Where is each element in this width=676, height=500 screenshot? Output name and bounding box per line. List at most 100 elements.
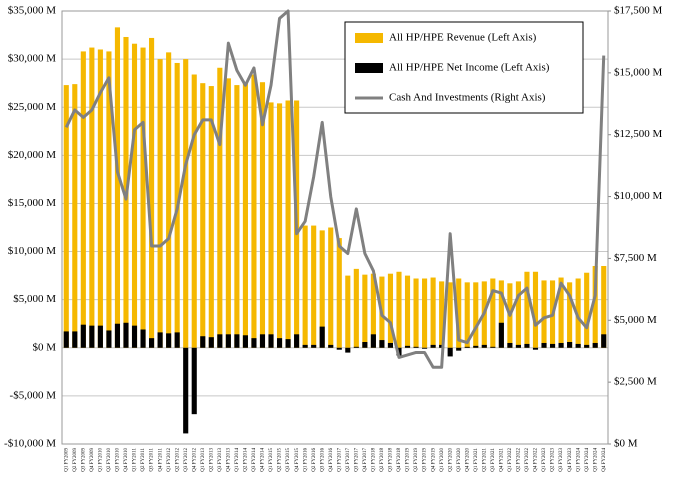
bar	[268, 334, 274, 348]
bar	[234, 334, 240, 348]
bar	[430, 344, 436, 348]
bar	[311, 225, 317, 348]
bar	[345, 275, 351, 348]
bar	[370, 334, 376, 348]
bar	[276, 103, 283, 348]
y-tick-label: $30,000 M	[8, 53, 57, 65]
bar	[225, 78, 231, 348]
x-tick-label: Q2 FY2021	[482, 448, 487, 472]
bar	[217, 67, 223, 348]
bar	[234, 85, 240, 348]
x-tick-label: Q4 FY2019	[431, 448, 436, 472]
bar	[362, 274, 368, 348]
y-tick-label: $10,000 M	[8, 245, 57, 257]
bar	[592, 265, 598, 348]
x-tick-label: Q2 FY2012	[175, 448, 180, 472]
x-tick-label: Q1 FY2023	[542, 448, 547, 472]
bar	[319, 326, 325, 348]
bar	[473, 345, 479, 348]
bar	[370, 273, 376, 348]
bar	[294, 334, 300, 348]
x-tick-label: Q3 FY2009	[81, 448, 86, 472]
y2-tick-label: $0 M	[614, 438, 638, 450]
x-tick-label: Q2 FY2009	[73, 448, 78, 472]
x-tick-label: Q3 FY2017	[354, 448, 359, 472]
bar	[430, 277, 436, 348]
bar	[311, 344, 317, 348]
y-tick-label: $0 M	[32, 341, 56, 353]
y-tick-label: -$10,000 M	[4, 438, 56, 450]
bar	[251, 338, 257, 348]
bar	[123, 322, 129, 348]
bar	[601, 265, 607, 348]
x-tick-label: Q4 FY2010	[124, 448, 129, 472]
bar	[80, 324, 86, 348]
y-tick-label: $5,000 M	[13, 293, 56, 305]
y-tick-label: $15,000 M	[8, 197, 57, 209]
x-tick-label: Q4 FY2014	[261, 448, 266, 472]
x-tick-label: Q1 FY2010	[99, 448, 104, 472]
bar	[166, 52, 172, 348]
bar	[131, 43, 138, 348]
x-tick-label: Q2 FY2020	[448, 448, 453, 472]
bar	[498, 322, 504, 348]
bar	[242, 83, 248, 348]
bar	[515, 344, 521, 348]
y2-tick-label: $15,000 M	[614, 66, 663, 78]
bar	[89, 325, 95, 348]
x-tick-label: Q3 FY2015	[286, 448, 291, 472]
x-tick-label: Q2 FY2010	[107, 448, 112, 472]
bar	[532, 271, 539, 348]
bar	[404, 275, 411, 348]
bar	[567, 342, 573, 348]
x-tick-label: Q4 FY2015	[295, 448, 300, 472]
x-tick-label: Q4 FY2012	[192, 448, 197, 472]
bar	[106, 51, 112, 348]
x-tick-label: Q4 FY2016	[329, 448, 334, 472]
bar	[413, 346, 419, 348]
x-tick-label: Q1 FY2012	[167, 448, 172, 472]
bar	[63, 85, 69, 348]
x-tick-label: Q2 FY2024	[585, 448, 590, 472]
bar	[345, 347, 351, 353]
x-tick-label: Q3 FY2020	[457, 448, 462, 472]
bar	[208, 86, 214, 348]
bar	[387, 342, 394, 348]
line	[64, 9, 606, 369]
legend-label: All HP/HPE Net Income (Left Axis)	[389, 62, 550, 74]
x-tick-label: Q4 FY2024	[602, 448, 607, 472]
bar	[63, 331, 69, 348]
bar	[302, 225, 308, 348]
x-tick-label: Q1 FY2013	[201, 448, 206, 472]
x-tick-label: Q1 FY2014	[235, 448, 240, 472]
bar	[89, 47, 95, 348]
bar	[140, 47, 146, 348]
y2-tick-label: $10,000 M	[614, 190, 663, 202]
bar	[106, 330, 112, 348]
bar	[387, 273, 394, 348]
bar	[157, 332, 163, 348]
bar	[140, 329, 146, 348]
x-tick-label: Q2 FY2016	[312, 448, 317, 472]
bar	[575, 278, 581, 348]
bar	[200, 83, 206, 348]
y-tick-label: $35,000 M	[8, 5, 57, 17]
bar	[490, 278, 496, 348]
bar	[336, 238, 342, 348]
bar	[507, 342, 513, 348]
x-tick-label: Q3 FY2010	[116, 448, 121, 472]
y2-tick-label: $2,500 M	[614, 376, 657, 388]
x-tick-label: Q4 FY2011	[158, 448, 163, 472]
x-tick-label: Q4 FY2020	[465, 448, 470, 472]
bar	[208, 337, 214, 348]
x-tick-label: Q3 FY2021	[491, 448, 496, 472]
bar	[328, 344, 334, 348]
bar	[72, 331, 78, 348]
y-tick-label: $20,000 M	[8, 149, 57, 161]
bar	[413, 278, 419, 348]
bar	[353, 346, 359, 348]
bar	[149, 37, 155, 348]
x-tick-label: Q3 FY2019	[423, 448, 428, 472]
x-tick-label: Q3 FY2013	[218, 448, 223, 472]
